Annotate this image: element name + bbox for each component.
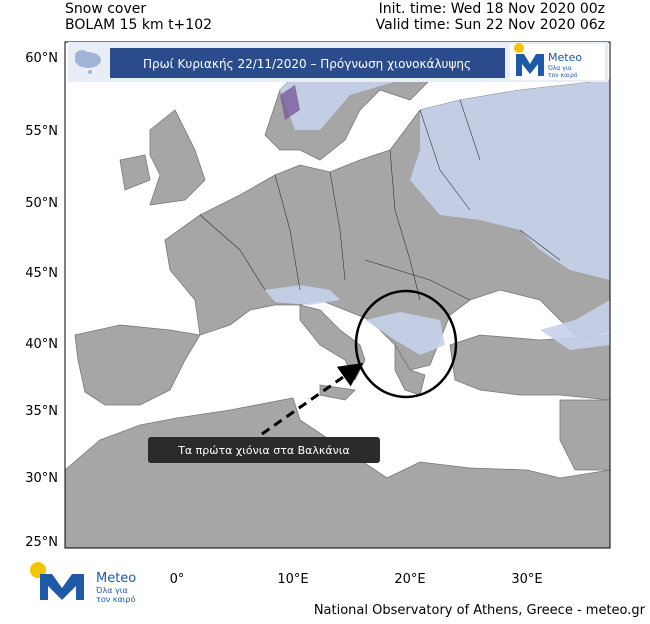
header-left: BOLAM 15 km t+102 <box>65 17 212 33</box>
annotation-text: Τα πρώτα χιόνια στα Βαλκάνια <box>177 444 350 457</box>
logo-tagline: τον καιρό <box>548 72 578 79</box>
header-right: Valid time: Sun 22 Nov 2020 06z <box>376 17 605 33</box>
logo-tagline: τον καιρό <box>96 594 135 604</box>
header-right: Init. time: Wed 18 Nov 2020 00z <box>379 1 605 17</box>
lat-label: 30°N <box>25 471 58 486</box>
lon-labels: 0° 10°E 20°E 30°E <box>170 572 543 587</box>
lat-label: 45°N <box>25 266 58 281</box>
lon-label: 20°E <box>394 572 425 587</box>
cloud-icon <box>75 50 101 74</box>
lat-label: 60°N <box>25 51 58 66</box>
banner-title: Πρωί Κυριακής 22/11/2020 – Πρόγνωση χιον… <box>143 57 471 71</box>
lat-label: 55°N <box>25 124 58 139</box>
lat-label: 25°N <box>25 535 58 550</box>
annotation-box <box>148 437 380 463</box>
lat-label: 50°N <box>25 196 58 211</box>
header-left: Snow cover <box>65 1 146 17</box>
logo-name: Meteo <box>96 571 136 586</box>
lon-label: 10°E <box>277 572 308 587</box>
logo-name: Meteo <box>548 51 582 64</box>
map <box>65 42 610 548</box>
banner-logo: Meteo Όλα για τον καιρό <box>510 43 605 80</box>
lat-label: 40°N <box>25 337 58 352</box>
banner-band <box>110 48 505 78</box>
lon-label: 30°E <box>511 572 542 587</box>
footer: National Observatory of Athens, Greece -… <box>314 603 646 618</box>
lat-labels: 60°N 55°N 50°N 45°N 40°N 35°N 30°N 25°N <box>25 51 58 550</box>
logo-tagline: Όλα για <box>95 585 128 595</box>
lon-label: 0° <box>170 572 185 587</box>
lat-label: 35°N <box>25 404 58 419</box>
logo-tagline: Όλα για <box>547 65 572 72</box>
bottom-logo: Meteo Όλα για τον καιρό <box>30 562 136 604</box>
